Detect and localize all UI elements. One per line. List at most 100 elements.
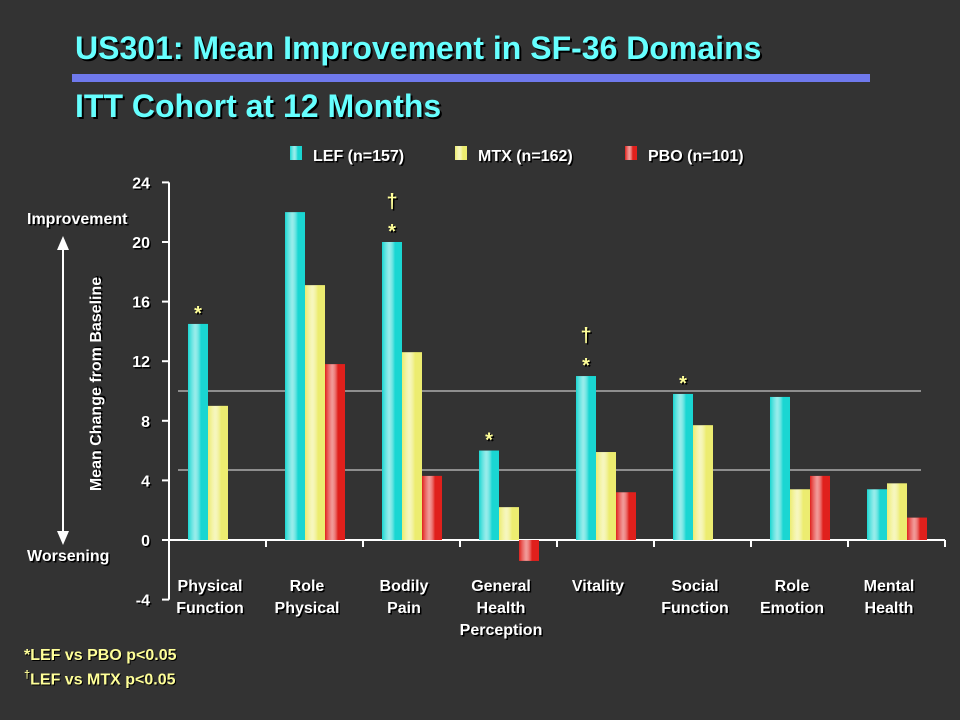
x-category-label-shadow: Health	[478, 602, 527, 619]
y-tick-label: -4	[136, 593, 150, 610]
y-tick-label: 4	[141, 473, 150, 490]
improvement-label: Improvement	[27, 211, 128, 228]
y-tick-label: 0	[141, 533, 150, 550]
bar-series-3	[616, 492, 636, 540]
significance-star-mark: *	[679, 373, 687, 395]
legend-label: LEF (n=157)	[313, 148, 404, 165]
title-rule	[72, 74, 870, 82]
y-tick-label: 12	[132, 354, 150, 371]
y-tick-label-shadow: 0	[143, 535, 152, 552]
x-category-label: General	[471, 578, 531, 595]
slide-title: US301: Mean Improvement in SF-36 Domains	[75, 30, 762, 66]
worsening-label-shadow: Worsening	[29, 550, 111, 567]
x-category-label-shadow: Emotion	[762, 602, 826, 619]
x-category-label-shadow: Function	[178, 602, 246, 619]
significance-star-mark: *	[582, 355, 590, 377]
x-category-label-shadow: Physical	[179, 580, 244, 597]
improvement-label-shadow: Improvement	[29, 213, 130, 230]
footnote-lef-vs-pbo: *LEF vs PBO p<0.05	[24, 647, 177, 664]
x-category-label: Function	[176, 600, 244, 617]
legend-label-shadow: LEF (n=157)	[315, 150, 406, 167]
x-category-label: Pain	[387, 600, 421, 617]
x-category-label-shadow: Pain	[389, 602, 423, 619]
legend-swatch-shine	[455, 146, 467, 160]
y-tick-label: 16	[132, 295, 150, 312]
y-tick-label: 8	[141, 414, 150, 431]
bar-series-2	[790, 489, 810, 540]
legend-label: PBO (n=101)	[648, 148, 744, 165]
bar-series-1	[188, 323, 208, 540]
worsening-label: Worsening	[27, 548, 109, 565]
bar-series-3	[810, 475, 830, 540]
legend-label-shadow: MTX (n=162)	[480, 150, 575, 167]
x-category-label: Emotion	[760, 600, 824, 617]
x-category-label: Function	[661, 600, 729, 617]
y-axis-label-shadow: Mean Change from Baseline	[90, 275, 107, 489]
x-category-label: Bodily	[380, 578, 429, 595]
footnote-lef-vs-mtx: †LEF vs MTX p<0.05	[24, 669, 176, 689]
y-tick-label: 24	[132, 175, 150, 192]
bar-series-2	[693, 425, 713, 540]
slide-subtitle: ITT Cohort at 12 Months	[75, 88, 442, 124]
x-category-label: Role	[290, 578, 325, 595]
x-category-label-shadow: Function	[663, 602, 731, 619]
bar-series-2	[402, 352, 422, 540]
bar-series-3	[907, 517, 927, 540]
dagger-symbol: †	[24, 669, 31, 681]
bar-series-1	[479, 450, 499, 540]
significance-star-mark-shadow: *	[584, 357, 592, 379]
y-tick-label-shadow: -4	[137, 594, 151, 611]
significance-star-mark: *	[194, 303, 202, 325]
x-category-label: Health	[865, 600, 914, 617]
x-category-label: Mental	[864, 578, 915, 595]
bar-series-1	[382, 242, 402, 540]
bar-series-2	[887, 483, 907, 540]
y-tick-label-shadow: 16	[134, 296, 152, 313]
footnote-lef-vs-mtx-text: LEF vs MTX p<0.05	[30, 671, 176, 689]
bar-series-2	[596, 452, 616, 540]
bar-series-1	[576, 376, 596, 540]
x-category-label-shadow: Perception	[461, 624, 544, 641]
direction-arrow-down-head	[57, 531, 69, 545]
x-category-label: Physical	[178, 578, 243, 595]
x-category-label: Health	[477, 600, 526, 617]
y-axis-label: Mean Change from Baseline	[88, 277, 105, 491]
bar-series-1	[867, 489, 887, 540]
significance-dagger-mark: †	[580, 325, 591, 347]
legend-label: MTX (n=162)	[478, 148, 573, 165]
significance-star-mark-shadow: *	[196, 304, 204, 326]
bar-series-2	[305, 285, 325, 540]
x-category-label-shadow: Physical	[276, 602, 341, 619]
bar-series-1	[673, 393, 693, 540]
bar-series-1	[285, 212, 305, 540]
y-tick-label: 20	[132, 235, 150, 252]
legend-swatch-shine	[625, 146, 637, 160]
x-category-label-shadow: Role	[291, 580, 326, 597]
significance-dagger-mark: †	[386, 191, 397, 213]
x-category-label-shadow: General	[473, 580, 533, 597]
x-category-label-shadow: Bodily	[381, 580, 430, 597]
x-category-label: Physical	[275, 600, 340, 617]
x-category-label-shadow: Health	[866, 602, 915, 619]
x-category-label: Perception	[460, 622, 543, 639]
y-tick-label-shadow: 12	[134, 356, 152, 373]
x-category-label: Role	[775, 578, 810, 595]
significance-star-mark-shadow: *	[487, 431, 495, 453]
x-category-label: Vitality	[572, 578, 624, 595]
significance-dagger-mark-shadow: †	[388, 193, 399, 215]
bar-series-3	[325, 364, 345, 540]
significance-star-mark: *	[388, 221, 396, 243]
y-tick-label-shadow: 4	[143, 475, 152, 492]
y-tick-label-shadow: 8	[143, 415, 152, 432]
x-category-label-shadow: Mental	[865, 580, 916, 597]
significance-star-mark-shadow: *	[681, 374, 689, 396]
x-category-label-shadow: Social	[673, 580, 720, 597]
legend-swatch-shine	[290, 146, 302, 160]
legend-label-shadow: PBO (n=101)	[650, 150, 746, 167]
significance-dagger-mark-shadow: †	[582, 327, 593, 349]
bar-series-1	[770, 396, 790, 540]
x-category-label: Social	[671, 578, 718, 595]
bar-series-3	[519, 540, 539, 561]
x-category-label-shadow: Role	[776, 580, 811, 597]
